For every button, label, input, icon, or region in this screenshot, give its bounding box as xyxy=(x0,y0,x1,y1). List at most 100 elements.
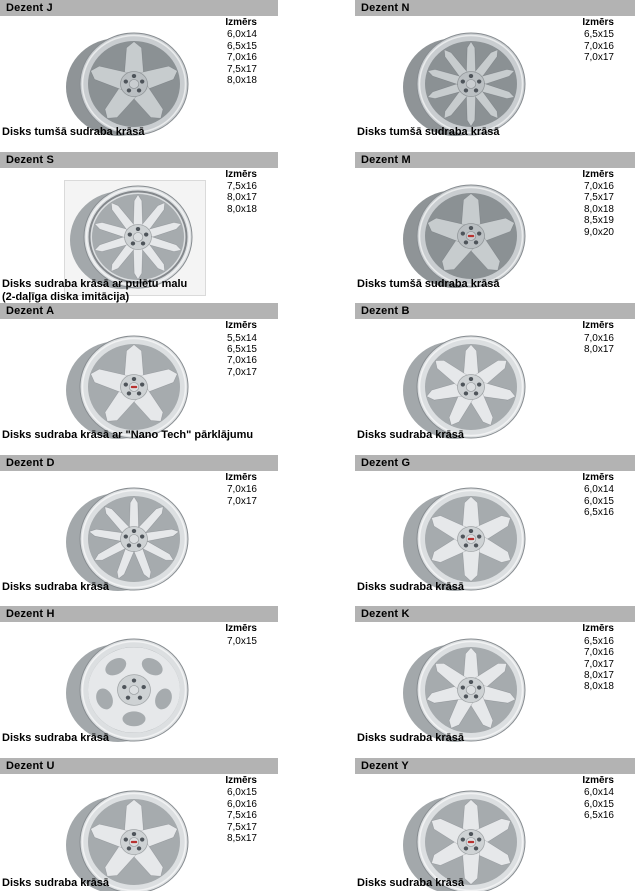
size-list-title: Izmērs xyxy=(582,168,614,180)
size-item: 6,5x15 xyxy=(226,344,257,355)
product-caption: Disks sudraba krāsā xyxy=(357,732,464,745)
product-header-bar: Dezent D xyxy=(0,454,278,471)
wheel-5-spoke-icon xyxy=(403,184,526,288)
size-item: 7,0x16 xyxy=(583,647,614,659)
wheel-6-spoke-icon xyxy=(403,487,526,591)
product-header-bar: Dezent A xyxy=(0,303,278,320)
product-caption: Disks sudraba krāsā xyxy=(2,877,109,890)
size-item: 6,5x16 xyxy=(583,507,614,518)
size-item: 7,5x17 xyxy=(226,821,257,833)
wheel-image xyxy=(401,637,535,745)
caption-line: Disks sudraba krāsā xyxy=(357,429,465,442)
size-list: Izmērs 6,5x15 7,0x16 7,0x17 xyxy=(582,17,614,64)
wheel-5-spoke-icon xyxy=(66,32,189,136)
size-item: 7,5x16 xyxy=(226,810,257,822)
size-item: 8,0x17 xyxy=(583,344,614,355)
size-item: 7,0x16 xyxy=(583,40,614,52)
size-item: 7,5x17 xyxy=(226,63,257,75)
caption-line: Disks sudraba krāsā xyxy=(2,876,110,889)
size-item: 6,0x14 xyxy=(583,484,614,496)
wheel-9-spoke-icon xyxy=(66,487,189,591)
size-item: 8,0x18 xyxy=(583,681,614,693)
size-item: 6,0x14 xyxy=(226,29,257,41)
product-cell: Dezent Y Izmērs 6,0x14 6,0x15 6,5x16 Dis… xyxy=(355,757,635,891)
caption-line: Disks sudraba krāsā xyxy=(357,732,465,745)
product-cell: Dezent A Izmērs 5,5x14 6,5x15 7,0x16 7,0… xyxy=(0,303,278,455)
product-cell: Dezent S Izmērs 7,5x16 8,0x17 8,0x18 Dis… xyxy=(0,151,278,304)
size-item: 7,0x17 xyxy=(226,366,257,378)
wheel-image xyxy=(64,31,198,139)
product-cell: Dezent G Izmērs 6,0x14 6,0x15 6,5x16 Dis… xyxy=(355,454,635,607)
product-name: Dezent A xyxy=(6,305,55,318)
wheel-10-spoke-polished-lip-icon xyxy=(70,185,193,289)
size-item: 7,0x17 xyxy=(583,52,614,64)
wheel-image xyxy=(401,486,535,594)
wheel-image xyxy=(64,179,206,296)
size-item: 6,0x15 xyxy=(226,787,257,799)
size-item: 7,0x16 xyxy=(226,355,257,367)
size-item: 6,0x15 xyxy=(583,798,614,810)
wheel-5-hole-dish-icon xyxy=(66,638,189,743)
product-name: Dezent M xyxy=(361,153,411,166)
product-name: Dezent N xyxy=(361,2,410,14)
product-header-bar: Dezent N xyxy=(355,0,635,16)
size-list-title: Izmērs xyxy=(582,17,614,28)
caption-line: Disks sudraba krāsā xyxy=(357,580,465,593)
product-header-bar: Dezent M xyxy=(355,151,635,168)
caption-line: Disks sudraba krāsā xyxy=(2,732,110,745)
product-name: Dezent B xyxy=(361,305,410,318)
product-header-bar: Dezent G xyxy=(355,454,635,471)
size-list-title: Izmērs xyxy=(225,623,257,635)
product-caption: Disks sudraba krāsā xyxy=(357,581,464,594)
size-list-title: Izmērs xyxy=(582,623,614,635)
size-item: 7,0x15 xyxy=(226,635,257,647)
size-item: 8,5x19 xyxy=(583,215,614,227)
product-caption: Disks tumšā sudraba krāsā xyxy=(357,278,499,291)
product-name: Dezent K xyxy=(361,608,410,621)
product-caption: Disks sudraba krāsā ar "Nano Tech" pārkl… xyxy=(2,429,253,442)
size-item: 5,5x14 xyxy=(226,332,257,344)
product-caption: Disks sudraba krāsā ar pulētu malu (2-da… xyxy=(2,278,187,304)
wheel-image xyxy=(64,789,198,891)
product-name: Dezent Y xyxy=(361,759,409,772)
size-item: 6,5x15 xyxy=(226,40,257,52)
wheel-image xyxy=(64,486,198,594)
product-header-bar: Dezent S xyxy=(0,151,278,168)
size-item: 6,0x14 xyxy=(583,787,614,799)
size-list-title: Izmērs xyxy=(582,320,614,332)
size-list: Izmērs 6,5x16 7,0x16 7,0x17 8,0x17 8,0x1… xyxy=(582,623,614,692)
caption-line: Disks sudraba krāsā ar "Nano Tech" pārkl… xyxy=(2,429,254,442)
caption-line: Disks tumšā sudraba krāsā xyxy=(357,126,500,138)
product-name: Dezent D xyxy=(6,456,55,469)
product-cell: Dezent H Izmērs 7,0x15 Disks sudraba krā… xyxy=(0,606,278,758)
caption-line: Disks tumšā sudraba krāsā xyxy=(2,126,145,138)
caption-line: Disks tumšā sudraba krāsā xyxy=(357,277,500,290)
product-name: Dezent J xyxy=(6,2,53,14)
wheel-image xyxy=(401,31,535,139)
caption-line: Disks sudraba krāsā xyxy=(2,580,110,593)
size-list: Izmērs 7,0x16 8,0x17 xyxy=(582,320,614,355)
size-list: Izmērs 7,0x16 7,5x17 8,0x18 8,5x19 9,0x2… xyxy=(582,169,614,238)
product-cell: Dezent M Izmērs 7,0x16 7,5x17 8,0x18 8,5… xyxy=(355,151,635,304)
size-item: 6,0x15 xyxy=(583,495,614,507)
product-cell: Dezent N Izmērs 6,5x15 7,0x16 7,0x17 Dis… xyxy=(355,0,635,152)
product-caption: Disks sudraba krāsā xyxy=(2,581,109,594)
size-list-title: Izmērs xyxy=(225,17,257,28)
size-list: Izmērs 6,0x15 6,0x16 7,5x16 7,5x17 8,5x1… xyxy=(225,775,257,844)
size-list-title: Izmērs xyxy=(225,168,257,180)
wheel-10-spoke-icon xyxy=(403,32,526,136)
size-item: 7,0x16 xyxy=(583,181,614,192)
product-caption: Disks sudraba krāsā xyxy=(357,429,464,442)
product-cell: Dezent D Izmērs 7,0x16 7,0x17 Disks sudr… xyxy=(0,454,278,607)
size-list: Izmērs 6,0x14 6,0x15 6,5x16 xyxy=(582,775,614,822)
product-cell: Dezent K Izmērs 6,5x16 7,0x16 7,0x17 8,0… xyxy=(355,606,635,758)
size-list: Izmērs 6,0x14 6,5x15 7,0x16 7,5x17 8,0x1… xyxy=(225,17,257,86)
size-item: 6,5x16 xyxy=(583,635,614,647)
wheel-image xyxy=(401,789,535,891)
product-name: Dezent H xyxy=(6,608,55,621)
size-item: 6,0x16 xyxy=(226,798,257,810)
caption-line: (2-daļīga diska imitācija) xyxy=(2,290,130,303)
size-list: Izmērs 7,5x16 8,0x17 8,0x18 xyxy=(225,169,257,216)
size-list-title: Izmērs xyxy=(225,320,257,332)
